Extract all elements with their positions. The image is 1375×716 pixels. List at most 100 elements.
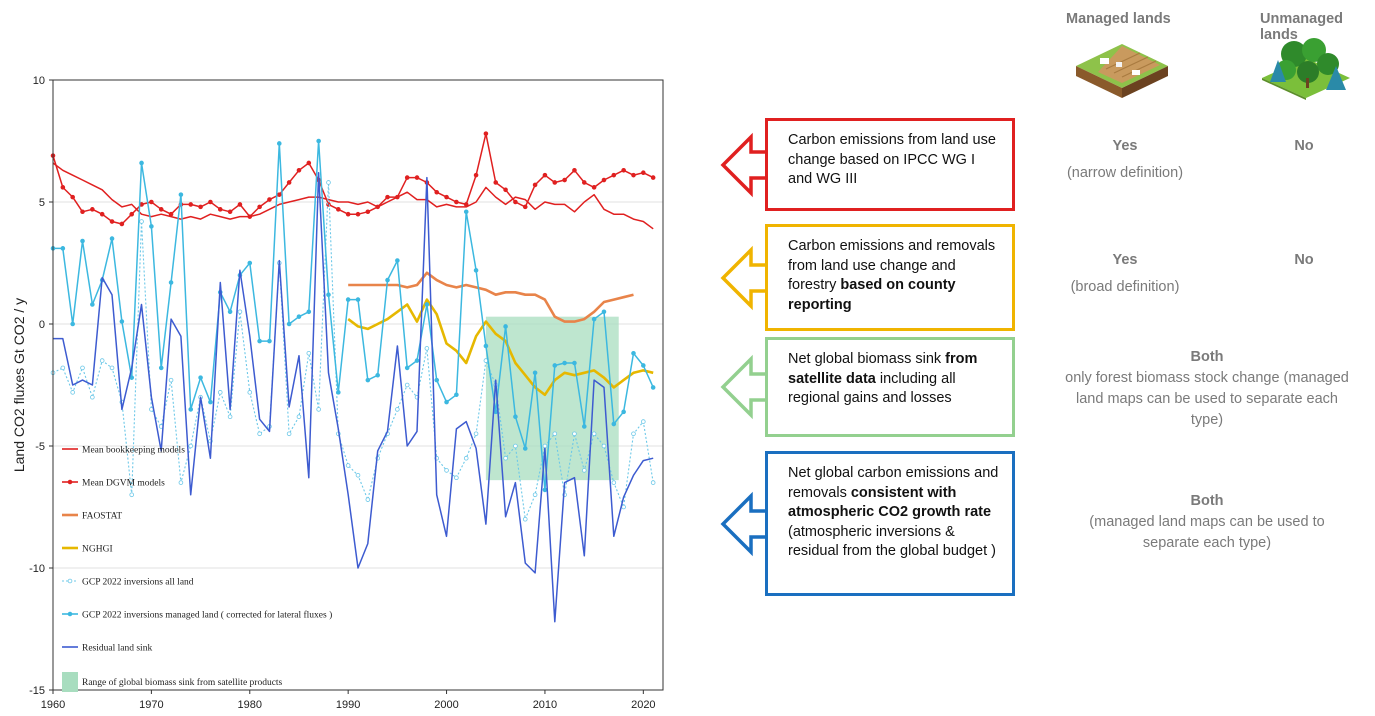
series-point-4 (296, 414, 302, 420)
legend-label: FAOSTAT (82, 512, 122, 522)
series-point-4 (178, 480, 184, 485)
series-point-5 (552, 363, 558, 368)
series-point-4 (139, 219, 144, 224)
series-point-1 (434, 189, 440, 195)
both-answer: Both only forest biomass stock change (ma… (1062, 347, 1352, 431)
series-point-5 (375, 372, 380, 378)
x-tick-label: 2000 (434, 699, 458, 711)
answer-main: Both (1190, 493, 1224, 509)
category-text: Carbon emissions from land use change ba… (788, 132, 996, 187)
category-text: Carbon emissions and removals from land … (788, 238, 996, 293)
series-point-1 (286, 180, 292, 185)
series-point-1 (198, 204, 203, 210)
series-point-1 (572, 167, 577, 173)
series-point-5 (365, 377, 371, 383)
series-point-4 (601, 443, 607, 449)
category-text-bold: from satellite data (788, 351, 978, 387)
series-point-5 (631, 350, 636, 356)
series-point-4 (395, 407, 400, 412)
series-point-5 (178, 192, 184, 197)
series-point-5 (306, 309, 312, 315)
series-point-1 (542, 172, 548, 178)
series-point-5 (286, 321, 292, 327)
series-point-1 (414, 175, 420, 180)
series-point-4 (522, 516, 528, 522)
series-line-2 (348, 271, 634, 323)
category-text: Net global carbon emissions and removals (788, 465, 999, 501)
series-point-1 (444, 194, 449, 200)
series-point-1 (463, 202, 469, 207)
series-point-4 (306, 350, 312, 356)
answer-sub: (broad definition) (1070, 279, 1180, 295)
series-point-1 (188, 202, 194, 207)
series-point-1 (227, 209, 233, 215)
series-point-4 (542, 443, 548, 449)
series-point-5 (168, 280, 174, 285)
series-point-1 (60, 185, 66, 190)
series-point-5 (247, 260, 253, 266)
series-point-4 (237, 309, 243, 315)
series-point-4 (99, 358, 105, 363)
series-point-4 (454, 475, 459, 481)
series-point-4 (552, 431, 558, 437)
series-point-4 (473, 431, 479, 437)
series-point-5 (395, 258, 400, 263)
series-point-5 (414, 358, 420, 363)
series-point-5 (90, 302, 95, 307)
series-point-1 (375, 204, 380, 210)
series-point-1 (208, 199, 213, 205)
series-point-5 (611, 421, 617, 427)
series-line-6 (53, 171, 654, 623)
series-point-1 (601, 177, 607, 183)
series-point-4 (70, 390, 75, 395)
series-point-1 (158, 207, 164, 212)
series-point-1 (522, 204, 528, 210)
series-point-4 (80, 365, 85, 371)
series-point-4 (227, 414, 233, 420)
series-point-5 (650, 385, 656, 390)
series-point-4 (641, 419, 646, 424)
series-point-5 (208, 399, 213, 405)
series-line-3 (347, 298, 654, 397)
y-tick-label: 10 (33, 75, 45, 87)
series-point-4 (286, 431, 292, 437)
series-point-1 (217, 207, 223, 212)
series-point-1 (493, 180, 499, 185)
series-point-1 (90, 207, 95, 212)
series-point-1 (473, 172, 479, 178)
series-point-4 (631, 431, 636, 437)
series-point-4 (503, 455, 508, 461)
series-point-1 (267, 197, 272, 202)
legend-label: GCP 2022 inversions all land (82, 578, 194, 588)
series-point-4 (60, 365, 66, 371)
series-point-1 (345, 211, 351, 217)
series-point-4 (444, 468, 449, 473)
series-point-1 (631, 172, 636, 178)
series-point-4 (572, 431, 577, 437)
series-point-5 (483, 343, 489, 349)
series-point-5 (267, 338, 272, 344)
managed-lands-header: Managed lands (1066, 11, 1171, 27)
series-point-4 (90, 394, 95, 400)
x-tick-label: 1970 (139, 699, 163, 711)
series-point-1 (404, 175, 410, 180)
series-point-1 (395, 194, 400, 200)
plot-frame (52, 79, 664, 691)
legend-label: Mean bookkeeping models (82, 446, 185, 456)
series-point-4 (365, 497, 371, 502)
series-point-5 (188, 407, 194, 412)
series-point-1 (149, 199, 154, 205)
series-point-4 (513, 443, 518, 449)
answer-main: Yes (1112, 138, 1138, 154)
series-point-1 (296, 167, 302, 173)
series-point-5 (336, 390, 341, 395)
series-point-4 (581, 468, 587, 473)
series-point-1 (611, 172, 617, 178)
series-point-4 (404, 382, 410, 388)
series-point-4 (591, 431, 597, 437)
series-point-5 (109, 236, 115, 241)
series-point-5 (227, 309, 233, 315)
category-text-bold: consistent with atmospheric CO2 growth r… (788, 484, 992, 521)
series-point-1 (129, 211, 135, 217)
series-point-5 (641, 363, 646, 368)
